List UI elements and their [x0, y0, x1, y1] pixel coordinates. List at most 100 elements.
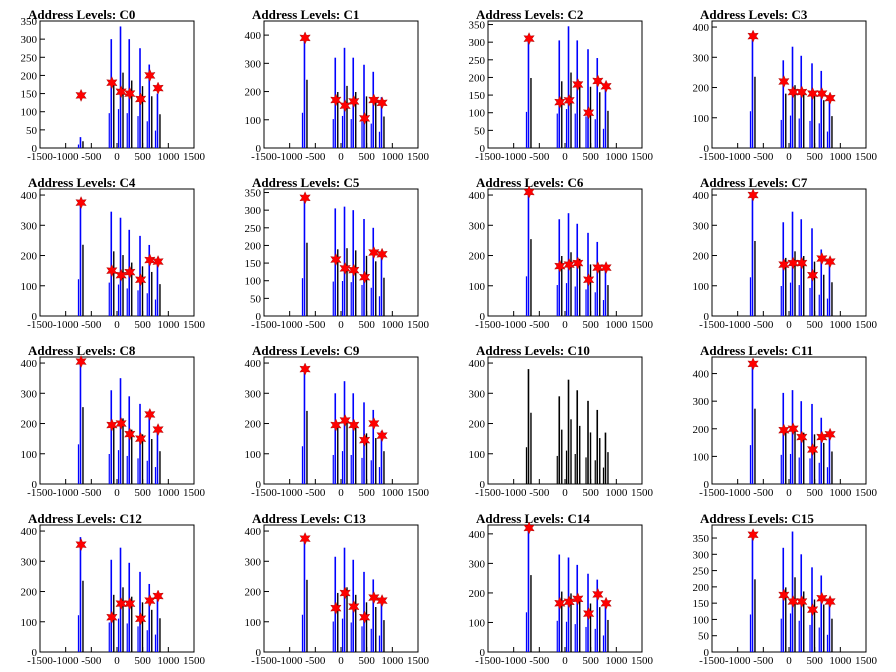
peak-bar [785, 427, 787, 484]
level-marker [299, 191, 311, 205]
y-tick-label: 150 [21, 89, 38, 101]
peak-bar [346, 587, 348, 652]
level-marker [75, 355, 87, 369]
x-tick-label: -1000 [725, 151, 751, 163]
peak-bar [570, 72, 572, 148]
peak-bar [79, 537, 82, 652]
chart-panel: Address Levels: C14 0 100 200 300 400 -1500 -10… [448, 504, 672, 672]
peak-bar [108, 113, 110, 148]
y-tick-label: 200 [469, 588, 486, 600]
peak-bar [831, 451, 833, 484]
peak-bar [79, 201, 82, 316]
y-tick-label: 400 [21, 526, 38, 538]
peak-bar [122, 255, 124, 316]
x-tick-label: 0 [786, 487, 792, 499]
peak-bar [798, 620, 800, 652]
y-tick-label: 150 [469, 90, 486, 102]
level-marker [115, 268, 127, 282]
peak-bar [117, 109, 120, 148]
y-tick-label: 200 [21, 587, 38, 599]
peak-bar [137, 458, 139, 484]
peak-bar [587, 232, 589, 316]
chart-panel: Address Levels: C4 0 100 200 300 400 -1500 -100… [0, 168, 224, 336]
y-tick-label: 350 [469, 20, 486, 32]
level-marker [144, 253, 156, 267]
x-tick-label: -1500 [475, 655, 501, 667]
x-tick-label: -1000 [501, 151, 527, 163]
level-marker [115, 597, 127, 611]
peak-bar [122, 72, 124, 148]
peak-bar [117, 284, 120, 316]
level-marker [582, 273, 595, 287]
peak-bar [828, 431, 831, 484]
y-tick-label: 200 [693, 582, 710, 594]
x-tick-label: 1500 [183, 319, 206, 331]
peak-bar [561, 429, 563, 484]
y-tick-label: 0 [256, 479, 262, 491]
x-tick-label: 500 [806, 151, 823, 163]
peak-bar [809, 624, 811, 652]
peak-bar [110, 39, 113, 149]
peak-bar [77, 144, 80, 148]
peak-bar [126, 288, 128, 316]
peak-bar [831, 618, 833, 652]
peak-bar [148, 583, 151, 652]
level-marker [376, 429, 388, 443]
level-marker [554, 596, 566, 610]
x-tick-label: 0 [114, 487, 120, 499]
y-tick-label: 0 [256, 143, 262, 155]
y-tick-label: 150 [245, 258, 262, 270]
peak-bar [798, 118, 800, 148]
peak-bar [372, 71, 375, 148]
peak-bar [350, 622, 352, 652]
y-tick-label: 0 [32, 647, 38, 659]
x-tick-label: 0 [114, 319, 120, 331]
plot-frame [487, 356, 643, 485]
peak-bar [363, 218, 365, 316]
level-marker [134, 612, 147, 626]
peak-bar [561, 591, 563, 652]
x-tick-label: 500 [582, 151, 599, 163]
peak-bar [599, 607, 601, 652]
peak-bar [306, 579, 308, 652]
level-marker [523, 521, 535, 535]
peak-bar [154, 634, 157, 652]
y-tick-label: 300 [245, 556, 262, 568]
x-tick-label: 1000 [605, 655, 628, 667]
x-tick-label: 1500 [183, 655, 206, 667]
peak-bar [791, 390, 794, 484]
level-marker [582, 607, 595, 621]
x-tick-label: 500 [806, 319, 823, 331]
peak-bar [343, 206, 346, 316]
x-tick-label: 0 [562, 319, 568, 331]
chart-panel: Address Levels: C5 0 50 100 150 200 250 300 350 -… [224, 168, 448, 336]
peak-bar [117, 618, 120, 652]
level-marker [816, 591, 828, 605]
plot-frame [487, 188, 643, 317]
peak-bar [82, 141, 84, 148]
chart-svg: Address Levels: C11 0 100 200 300 400 -1500 -10… [693, 343, 878, 499]
peak-bar [558, 40, 561, 148]
y-tick-label: 0 [480, 647, 486, 659]
peak-bar [823, 442, 825, 484]
y-tick-label: 150 [693, 598, 710, 610]
y-tick-label: 300 [21, 220, 38, 232]
y-tick-label: 100 [693, 281, 710, 293]
peak-bar [754, 579, 756, 652]
y-tick-label: 300 [21, 388, 38, 400]
level-marker [339, 586, 351, 600]
peak-bar [350, 119, 352, 148]
peak-bar [525, 111, 528, 148]
y-tick-label: 200 [693, 424, 710, 436]
peak-bar [803, 90, 805, 148]
y-tick-label: 300 [693, 220, 710, 232]
level-marker [376, 96, 388, 110]
peak-bar [380, 600, 383, 652]
x-tick-label: -500 [81, 319, 102, 331]
peak-bar [141, 266, 144, 316]
level-marker [778, 588, 790, 602]
x-tick-label: 0 [562, 151, 568, 163]
level-marker [796, 256, 808, 270]
level-marker [358, 610, 371, 624]
peak-bar [789, 282, 792, 316]
